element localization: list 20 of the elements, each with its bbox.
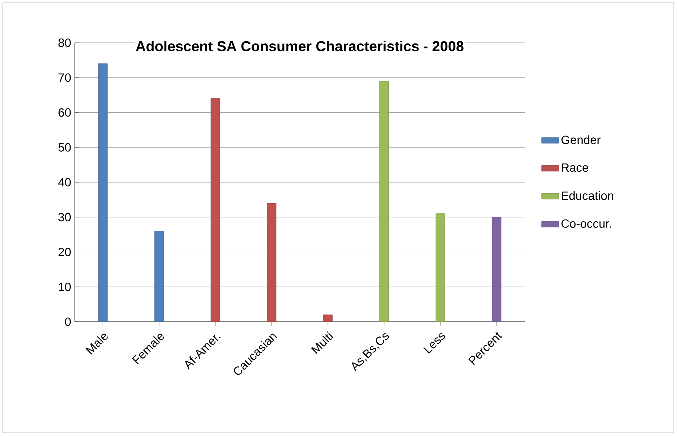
y-tick-label: 20 — [58, 248, 72, 256]
chart-title: Adolescent SA Consumer Characteristics - 2008 — [136, 41, 464, 52]
legend-label: Co-occur. — [562, 220, 612, 228]
y-tick-label: 70 — [58, 74, 72, 82]
y-tick-label: 50 — [58, 143, 72, 152]
legend-label: Race — [562, 164, 588, 172]
y-tick-label: 0 — [65, 318, 72, 326]
bar — [436, 214, 446, 322]
legend-label: Gender — [562, 136, 601, 144]
bar — [154, 231, 164, 322]
y-tick-label: 30 — [58, 213, 72, 222]
bar — [380, 81, 390, 322]
bar — [98, 64, 108, 322]
y-tick-label: 40 — [58, 178, 72, 187]
y-tick-label: 60 — [58, 108, 72, 117]
y-tick-label: 10 — [59, 282, 72, 292]
legend-label: Education — [562, 191, 614, 200]
bar — [210, 98, 220, 322]
y-tick-label: 80 — [58, 38, 72, 48]
bar — [267, 203, 277, 322]
